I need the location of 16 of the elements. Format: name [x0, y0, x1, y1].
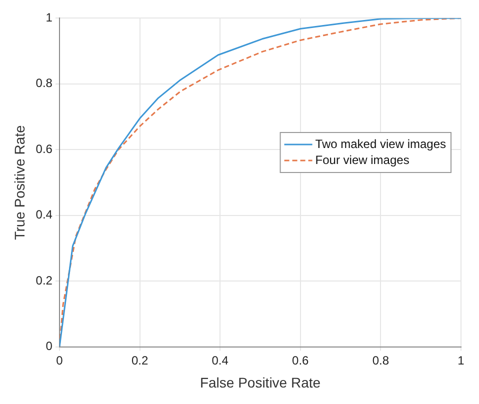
x-tick-label: 0.8 [372, 353, 390, 368]
x-axis-title: False Positive Rate [200, 374, 321, 390]
y-tick-label: 0 [46, 339, 53, 354]
x-tick-label: 0 [56, 353, 64, 368]
legend-label: Two maked view images [315, 136, 446, 151]
x-tick-label: 0.4 [212, 353, 229, 368]
y-tick-label: 0.8 [36, 76, 53, 90]
x-tick-label: 1 [458, 353, 465, 368]
y-tick-label: 0.6 [36, 142, 53, 156]
y-tick-label: 0.4 [36, 208, 53, 222]
x-tick-label: 0.2 [131, 353, 148, 368]
legend-label: Four view images [315, 152, 410, 167]
y-axis-title: True Positive Rate [11, 124, 28, 240]
y-tick-label: 0.2 [36, 273, 53, 288]
y-tick-label: 1 [46, 10, 53, 25]
x-tick-label: 0.6 [292, 353, 310, 368]
